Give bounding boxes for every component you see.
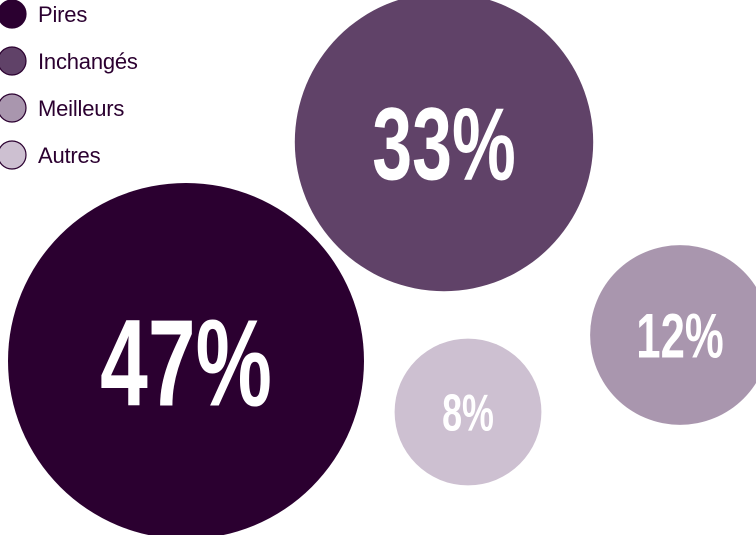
legend-label-autres: Autres [38, 143, 101, 168]
bubble-label-autres: 8% [442, 385, 494, 442]
bubble-label-meilleurs: 12% [636, 302, 723, 372]
legend-swatch-autres [0, 140, 27, 170]
legend-item-inchanges: Inchangés [0, 46, 138, 76]
bubbles: 47% 33% 12% 8% [8, 0, 756, 535]
bubble-autres: 8% [394, 338, 542, 486]
bubble-circle-meilleurs [590, 245, 756, 425]
bubble-label-pires: 47% [100, 295, 272, 432]
legend-swatch-pires [0, 0, 27, 29]
bubble-inchanges: 33% [294, 0, 594, 292]
legend-item-pires: Pires [0, 0, 88, 29]
bubble-pires: 47% [8, 183, 364, 535]
legend-item-autres: Autres [0, 140, 101, 170]
legend-label-inchanges: Inchangés [38, 49, 138, 74]
legend: Pires Inchangés Meilleurs Autres [0, 0, 138, 170]
bubble-circle-autres [394, 338, 542, 486]
bubble-circle-inchanges [294, 0, 594, 292]
legend-swatch-inchanges [0, 46, 27, 76]
bubble-circle-pires [8, 183, 364, 535]
legend-label-meilleurs: Meilleurs [38, 96, 124, 121]
bubble-label-inchanges: 33% [372, 86, 516, 201]
legend-item-meilleurs: Meilleurs [0, 93, 125, 123]
bubble-meilleurs: 12% [590, 245, 756, 425]
legend-swatch-meilleurs [0, 93, 27, 123]
legend-label-pires: Pires [38, 2, 87, 27]
